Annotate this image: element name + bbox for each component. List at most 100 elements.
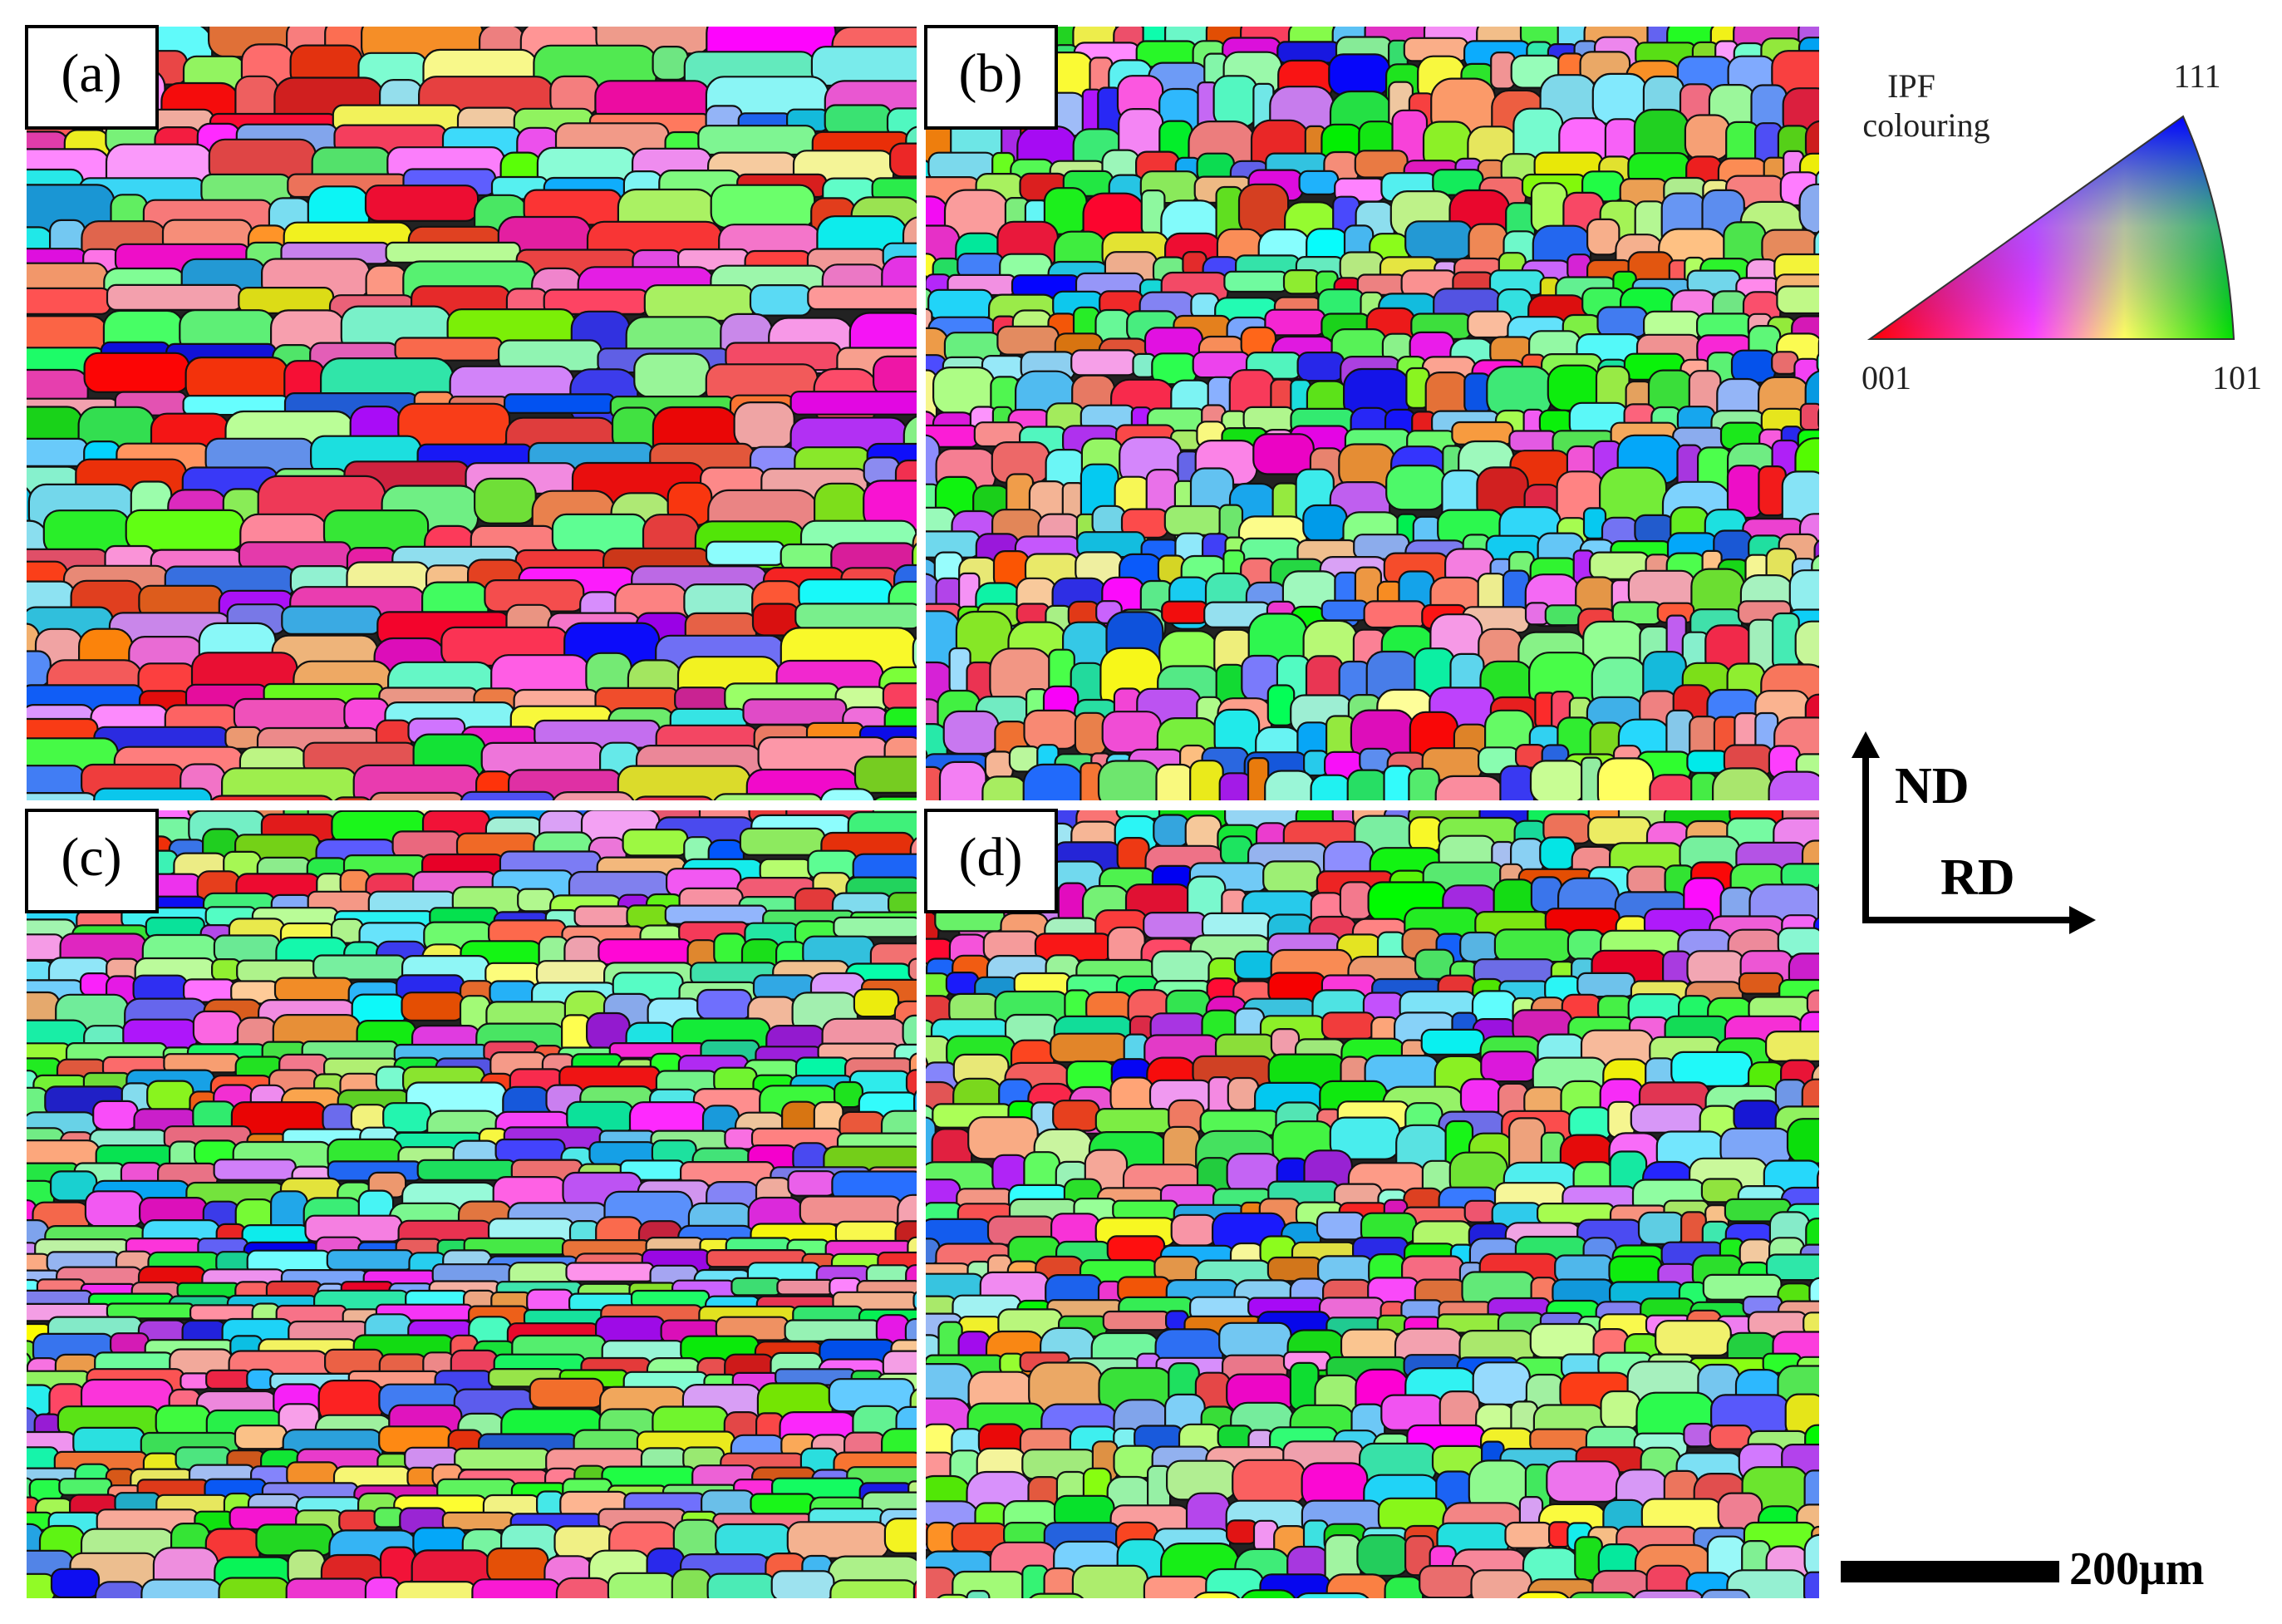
- grain: [1632, 1589, 1704, 1598]
- grain: [1686, 750, 1729, 774]
- grain: [0, 1509, 20, 1532]
- grain: [352, 764, 481, 800]
- grain: [27, 1352, 32, 1377]
- grain: [364, 185, 480, 222]
- grain: [396, 1581, 477, 1598]
- grain: [1776, 285, 1819, 315]
- grain: [1219, 835, 1253, 866]
- grain: [1218, 772, 1253, 800]
- grain: [1670, 1051, 1753, 1087]
- grain: [503, 393, 615, 414]
- grain: [1112, 1602, 1149, 1624]
- ebsd-maps: [0, 27, 1819, 1624]
- grain: [1817, 408, 1819, 429]
- grain: [1404, 220, 1473, 260]
- grain: [1043, 1567, 1077, 1598]
- grain: [192, 1010, 243, 1046]
- grain: [1296, 1592, 1370, 1598]
- grain: [84, 1190, 145, 1228]
- grain: [1817, 337, 1819, 367]
- grain: [697, 125, 817, 156]
- grain: [1237, 183, 1290, 237]
- grain: [93, 787, 213, 800]
- grain: [27, 959, 54, 983]
- grain: [312, 954, 407, 981]
- grain: [1803, 1533, 1819, 1581]
- grain: [1472, 1361, 1531, 1406]
- grain: [938, 760, 987, 800]
- grain: [1408, 816, 1443, 853]
- grain: [622, 828, 689, 857]
- grain: [853, 755, 917, 794]
- grain: [1218, 1321, 1292, 1359]
- grain: [904, 1317, 917, 1346]
- grain: [255, 1523, 334, 1557]
- grain: [1302, 504, 1348, 543]
- grain: [902, 1014, 917, 1049]
- grain: [27, 287, 112, 315]
- grain: [706, 1572, 776, 1598]
- grain: [945, 971, 980, 996]
- grain: [1439, 1604, 1518, 1624]
- grain: [1193, 1591, 1241, 1598]
- grain: [1153, 814, 1190, 848]
- grain: [0, 1263, 22, 1284]
- grain: [1023, 709, 1080, 750]
- grain: [1630, 1103, 1704, 1134]
- grain: [573, 905, 632, 928]
- vertex-label: 111: [2173, 57, 2221, 95]
- grain: [281, 605, 382, 635]
- grain: [1815, 170, 1819, 194]
- grain: [1316, 1211, 1366, 1241]
- grain: [1493, 928, 1573, 963]
- grain: [710, 184, 816, 229]
- grain: [0, 1166, 18, 1188]
- grain: [749, 284, 813, 317]
- grain: [873, 355, 917, 397]
- label-box: [25, 809, 159, 913]
- grain: [1576, 972, 1636, 998]
- grain: [926, 1597, 928, 1598]
- grain: [106, 283, 243, 311]
- grain: [1684, 114, 1731, 161]
- grain: [1434, 775, 1505, 800]
- label-box: [924, 809, 1058, 913]
- grain: [1530, 876, 1563, 913]
- grain: [27, 1446, 59, 1470]
- scale-bar: 200μm: [1841, 1543, 2204, 1595]
- legend-title: colouring: [1862, 106, 1989, 144]
- label-box: [25, 25, 159, 130]
- grain: [1586, 218, 1621, 256]
- grain: [1241, 1589, 1296, 1598]
- grain: [27, 1572, 57, 1598]
- grain: [213, 1159, 297, 1181]
- grain: [786, 1521, 889, 1559]
- grain: [0, 768, 2, 799]
- grain: [1813, 539, 1819, 567]
- grain: [770, 1570, 835, 1598]
- grain: [882, 1350, 917, 1380]
- grain: [1591, 1569, 1651, 1598]
- grain: [1700, 1588, 1751, 1598]
- grain: [1569, 1592, 1635, 1598]
- grain: [1161, 600, 1209, 624]
- grain: [776, 1278, 834, 1296]
- grain: [912, 636, 917, 669]
- grain: [0, 685, 25, 714]
- grain: [1539, 836, 1576, 871]
- grain: [696, 988, 753, 1021]
- grain: [218, 1577, 291, 1598]
- grain: [807, 285, 917, 311]
- grain: [607, 1572, 676, 1598]
- grain: [58, 1478, 113, 1496]
- grain: [617, 765, 751, 800]
- grain: [1016, 603, 1050, 625]
- grain: [799, 1195, 902, 1226]
- grain: [140, 1578, 224, 1598]
- direction-axes: ND RD: [1852, 731, 2096, 934]
- grain: [555, 1577, 612, 1598]
- grain: [1097, 760, 1161, 800]
- grain: [1587, 816, 1651, 846]
- grain: [0, 611, 26, 638]
